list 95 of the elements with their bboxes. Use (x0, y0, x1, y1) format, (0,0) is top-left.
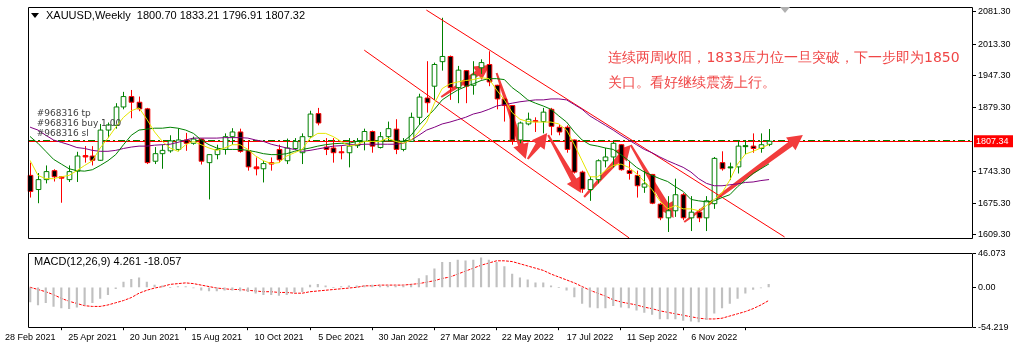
bar (277, 287, 281, 296)
bar (588, 287, 591, 308)
bar (479, 257, 483, 288)
bar (487, 259, 490, 288)
bar (503, 266, 506, 288)
x-tick-label: 27 Mar 2022 (440, 332, 491, 343)
bar (619, 287, 623, 308)
bar (200, 287, 203, 291)
y-tick-label: 1879.30 (978, 101, 1011, 112)
bar (417, 278, 420, 288)
bar (441, 261, 444, 288)
bar (713, 287, 716, 314)
bar (472, 259, 475, 288)
bar (736, 287, 739, 299)
bar (705, 287, 708, 321)
bar (596, 287, 599, 309)
y-tick-label: 2013.30 (978, 38, 1011, 49)
bar (239, 287, 242, 292)
bar (728, 287, 731, 304)
y-tick-label: 2081.30 (978, 6, 1011, 17)
chart-title: XAUUSD,Weekly 1800.70 1833.21 1796.91 1807.32 (46, 9, 306, 22)
annotation: #968316 tp (36, 108, 91, 118)
bar (301, 287, 304, 293)
y-tick-label: 1609.30 (978, 229, 1011, 240)
bar (573, 287, 576, 298)
bar (518, 277, 522, 288)
bar (651, 287, 654, 315)
bar (635, 287, 638, 311)
bar (643, 287, 646, 313)
y-tick-label: 46.073 (978, 247, 1006, 258)
y-tick-label: 0.00 (978, 281, 996, 292)
x-tick-label: 17 Jul 2022 (566, 332, 614, 343)
bar (75, 287, 78, 308)
ref-line-label: 1807.34 (976, 135, 1009, 146)
bar (674, 287, 677, 320)
annotation: 连续两周收阳，1833压力位一旦突破，下一步即为1850关口。看好继续震荡上行。 (608, 48, 961, 92)
bar (495, 261, 498, 288)
x-tick-label: 15 Aug 2021 (191, 332, 243, 343)
x-tick-label: 5 Dec 2021 (318, 332, 365, 343)
bar (262, 287, 265, 295)
bar (223, 287, 226, 291)
bar (36, 287, 40, 306)
bar (720, 287, 724, 309)
bar (658, 287, 661, 320)
bar (106, 287, 110, 295)
bar (145, 281, 148, 288)
bar (285, 287, 288, 295)
x-tick-label: 10 Oct 2021 (254, 332, 304, 343)
x-tick-label: 20 Jun 2021 (129, 332, 180, 343)
bar (425, 275, 428, 288)
bar (207, 287, 211, 292)
x-tick-label: 30 Jan 2022 (378, 332, 429, 343)
bar (231, 287, 234, 291)
x-tick-label: 22 May 2022 (501, 332, 554, 343)
bar (68, 287, 71, 309)
bar (534, 282, 537, 288)
x-tick-label: 6 Nov 2022 (691, 332, 738, 343)
bar (433, 268, 436, 288)
y-tick-label: 1743.30 (978, 165, 1011, 176)
x-tick-label: 28 Feb 2021 (4, 332, 56, 343)
bar (604, 287, 607, 309)
bar (627, 287, 630, 309)
x-tick-label: 25 Apr 2021 (68, 332, 117, 343)
bar (122, 281, 125, 288)
bar (697, 287, 700, 323)
bar (270, 287, 273, 295)
bar (137, 277, 141, 288)
bar (752, 287, 755, 290)
bar (666, 287, 669, 320)
y-tick-label: 1947.30 (978, 69, 1011, 80)
bar (29, 287, 32, 303)
bar (91, 287, 94, 304)
bar (448, 261, 452, 288)
bar (254, 287, 257, 294)
bar (689, 287, 693, 322)
bar (60, 287, 63, 309)
y-tick-label: -54.219 (978, 321, 1009, 332)
x-tick-label: 11 Sep 2022 (626, 332, 678, 343)
bar (246, 287, 249, 293)
y-tick-label: 1675.30 (978, 198, 1011, 209)
bar (99, 287, 102, 299)
chart-title: MACD(12,26,9) 4.261 -18.057 (34, 255, 182, 268)
bar (744, 287, 747, 294)
bar (581, 287, 584, 304)
bar (293, 287, 296, 293)
bar (456, 259, 459, 288)
bar (83, 287, 86, 306)
bar (215, 287, 218, 292)
bar (565, 287, 568, 291)
bar (44, 287, 47, 304)
bar (682, 287, 685, 321)
bar (464, 260, 467, 288)
bar (511, 273, 514, 288)
bar (612, 287, 615, 307)
bar (52, 287, 55, 307)
